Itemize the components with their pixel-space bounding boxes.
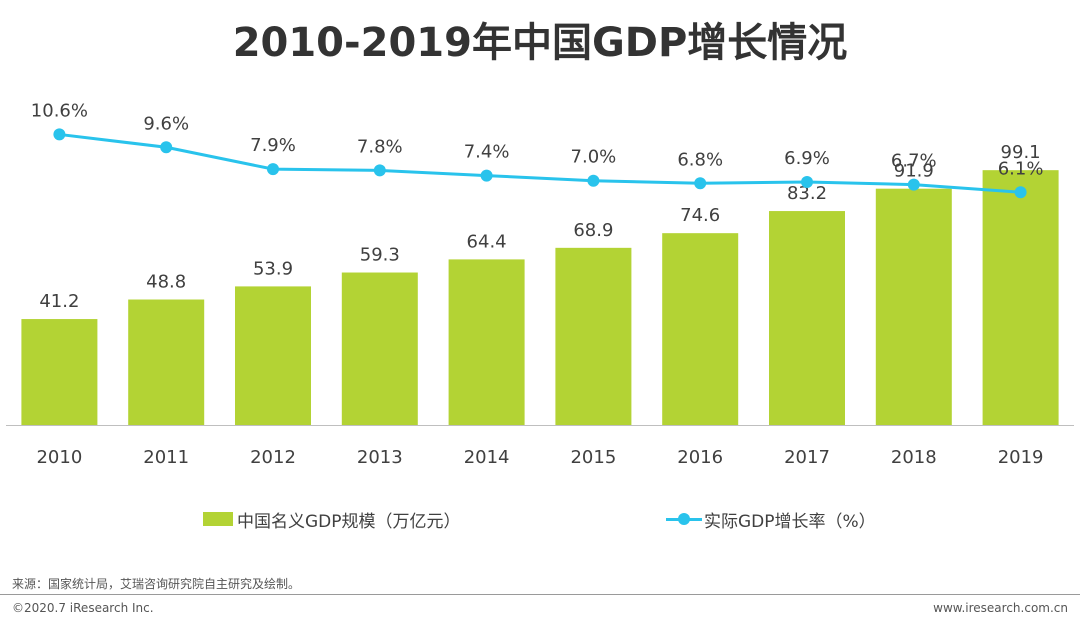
- bar-2014: [448, 259, 525, 425]
- legend-line-label: 实际GDP增长率（%）: [704, 511, 876, 532]
- bar-2015: [555, 247, 632, 425]
- copyright-text: ©2020.7 iResearch Inc.: [12, 601, 154, 615]
- bar-2019: [982, 170, 1059, 425]
- growth-label-2018: 6.7%: [891, 151, 937, 172]
- bar-2011: [128, 299, 205, 425]
- growth-label-2014: 7.4%: [464, 142, 510, 163]
- chart-legend: 中国名义GDP规模（万亿元） 实际GDP增长率（%）: [0, 506, 1080, 532]
- x-tick-label-2014: 2014: [464, 447, 510, 468]
- bar-label-2015: 68.9: [573, 220, 613, 241]
- gdp-chart: 41.2 48.8 53.9 59.3 64.4 68.9 74.6 83.2 91.9 99.1…: [6, 100, 1074, 468]
- growth-point-2011: [160, 141, 173, 154]
- growth-label-2013: 7.8%: [357, 136, 403, 157]
- bar-label-2019: 99.1: [1001, 142, 1041, 163]
- chart-title: 2010-2019年中国GDP增长情况: [232, 20, 848, 66]
- legend-bar-swatch: [203, 512, 233, 526]
- legend-bar-label: 中国名义GDP规模（万亿元）: [237, 511, 461, 532]
- growth-point-2017: [801, 176, 813, 188]
- growth-point-2015: [587, 174, 600, 187]
- growth-point-2014: [480, 169, 493, 182]
- x-tick-label-2015: 2015: [570, 447, 616, 468]
- bar-label-2018: 91.9: [894, 161, 934, 182]
- bar-2018: [875, 188, 952, 425]
- x-tick-label-2019: 2019: [998, 447, 1044, 468]
- growth-point-2019: [1014, 186, 1027, 199]
- growth-label-2012: 7.9%: [250, 135, 296, 156]
- growth-rate-line: [59, 132, 1021, 194]
- bar-2016: [662, 233, 739, 425]
- growth-point-2012: [267, 163, 279, 176]
- growth-label-2015: 7.0%: [571, 147, 617, 168]
- legend-item-gdp-scale: 中国名义GDP规模（万亿元）: [203, 506, 461, 532]
- bar-label-2012: 53.9: [253, 258, 293, 279]
- x-tick-label-2012: 2012: [250, 447, 296, 468]
- x-tick-label-2011: 2011: [143, 447, 189, 468]
- bar-label-2013: 59.3: [360, 245, 400, 266]
- growth-label-2016: 6.8%: [677, 149, 723, 170]
- bar-2013: [341, 272, 418, 425]
- growth-point-2018: [907, 178, 920, 191]
- bar-2012: [235, 286, 311, 425]
- growth-label-2019: 6.1%: [998, 158, 1044, 179]
- footer-divider: [0, 594, 1080, 595]
- x-tick-label-2010: 2010: [36, 447, 82, 468]
- bar-label-2010: 41.2: [39, 291, 79, 312]
- legend-line-swatch: [666, 512, 702, 526]
- growth-label-2017: 6.9%: [784, 148, 830, 169]
- bar-2017: [769, 211, 845, 425]
- legend-item-growth-rate: 实际GDP增长率（%）: [666, 506, 876, 532]
- bar-label-2016: 74.6: [680, 205, 720, 226]
- source-note: 来源：国家统计局，艾瑞咨询研究院自主研究及绘制。: [12, 577, 301, 591]
- x-tick-label-2013: 2013: [357, 447, 403, 468]
- x-tick-label-2016: 2016: [677, 447, 723, 468]
- x-tick-label-2017: 2017: [784, 447, 830, 468]
- website-link[interactable]: www.iresearch.com.cn: [933, 601, 1068, 615]
- growth-point-2016: [694, 177, 707, 190]
- bar-2010: [21, 319, 98, 425]
- growth-point-2010: [53, 128, 66, 141]
- x-tick-label-2018: 2018: [891, 447, 937, 468]
- bar-label-2017: 83.2: [787, 183, 827, 204]
- growth-label-2010: 10.6%: [31, 100, 88, 121]
- growth-label-2011: 9.6%: [143, 113, 189, 134]
- bar-label-2014: 64.4: [467, 231, 507, 252]
- growth-point-2013: [373, 164, 386, 177]
- bar-label-2011: 48.8: [146, 272, 186, 293]
